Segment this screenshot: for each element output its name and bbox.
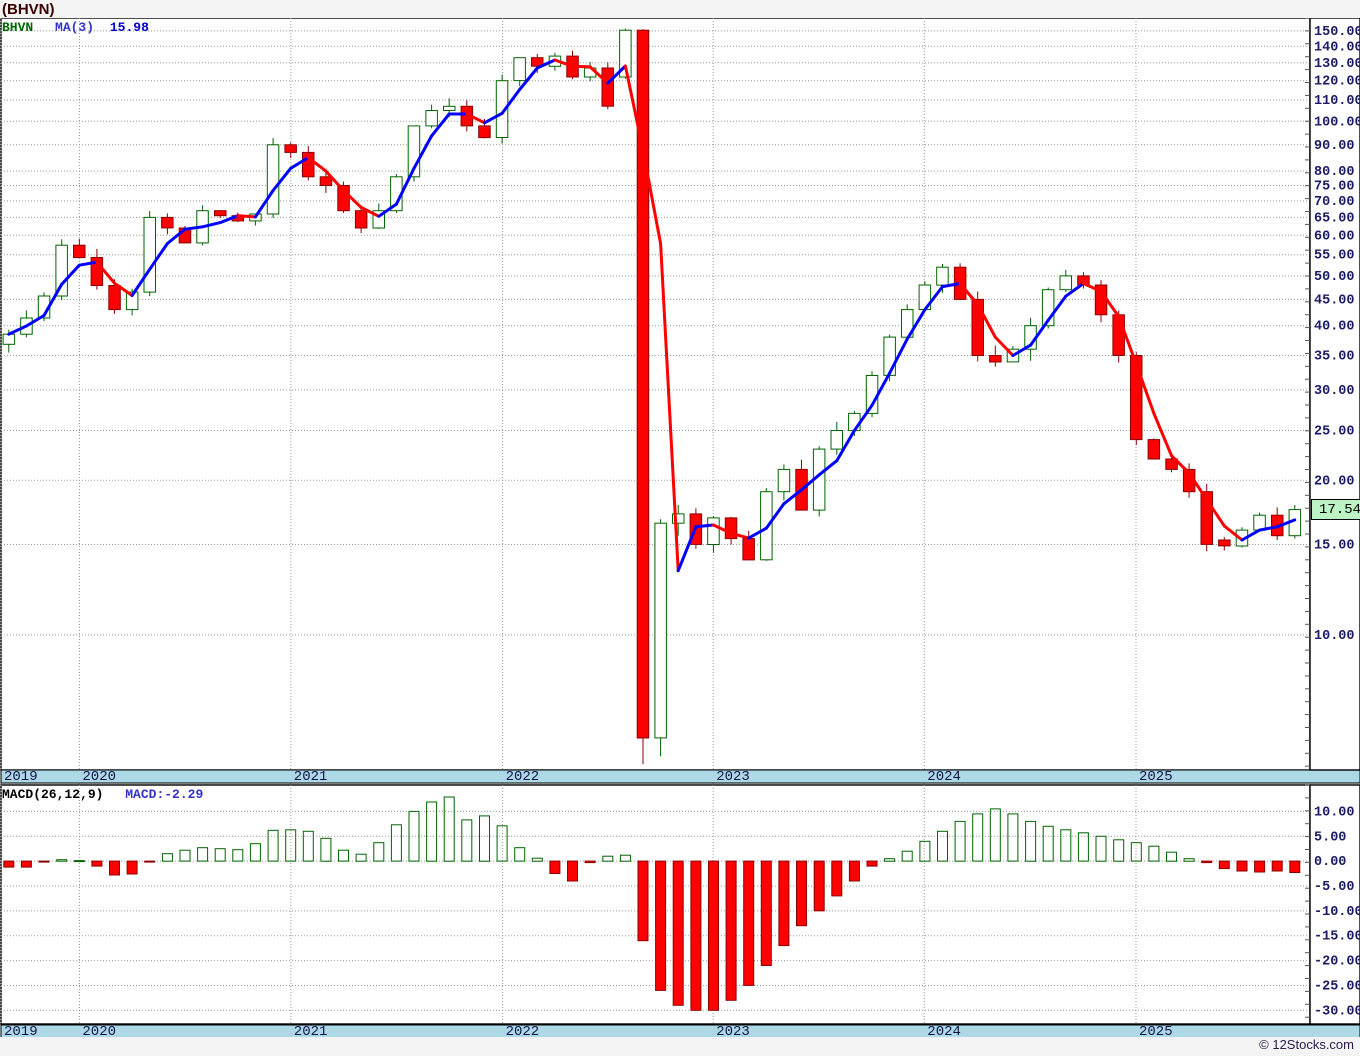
svg-text:40.00: 40.00: [1314, 320, 1355, 335]
svg-text:2020: 2020: [82, 769, 116, 785]
svg-text:70.00: 70.00: [1314, 195, 1355, 210]
svg-text:5.00: 5.00: [1314, 830, 1346, 845]
svg-text:10.00: 10.00: [1314, 629, 1355, 644]
svg-text:35.00: 35.00: [1314, 350, 1355, 365]
svg-text:110.00: 110.00: [1314, 94, 1360, 109]
svg-text:140.00: 140.00: [1314, 40, 1360, 55]
svg-text:30.00: 30.00: [1314, 384, 1355, 399]
svg-text:-5.00: -5.00: [1314, 880, 1355, 895]
svg-text:0.00: 0.00: [1314, 855, 1346, 870]
svg-text:-20.00: -20.00: [1314, 955, 1360, 970]
svg-text:120.00: 120.00: [1314, 75, 1360, 90]
svg-text:15.00: 15.00: [1314, 539, 1355, 554]
svg-text:130.00: 130.00: [1314, 57, 1360, 72]
svg-text:20.00: 20.00: [1314, 474, 1355, 489]
svg-text:2023: 2023: [716, 769, 750, 785]
svg-text:25.00: 25.00: [1314, 425, 1355, 440]
svg-text:45.00: 45.00: [1314, 293, 1355, 308]
svg-text:-30.00: -30.00: [1314, 1004, 1360, 1019]
svg-text:55.00: 55.00: [1314, 249, 1355, 264]
svg-text:2021: 2021: [294, 769, 328, 785]
svg-text:65.00: 65.00: [1314, 211, 1355, 226]
svg-text:-25.00: -25.00: [1314, 980, 1360, 995]
svg-text:2022: 2022: [506, 769, 540, 785]
svg-text:60.00: 60.00: [1314, 229, 1355, 244]
svg-text:10.00: 10.00: [1314, 805, 1355, 820]
svg-text:2024: 2024: [927, 769, 961, 785]
svg-text:-15.00: -15.00: [1314, 930, 1360, 945]
svg-text:50.00: 50.00: [1314, 270, 1355, 285]
svg-text:100.00: 100.00: [1314, 115, 1360, 130]
svg-text:2025: 2025: [1139, 769, 1173, 785]
svg-text:80.00: 80.00: [1314, 165, 1355, 180]
svg-text:2019: 2019: [4, 769, 38, 785]
svg-text:90.00: 90.00: [1314, 139, 1355, 154]
svg-text:150.00: 150.00: [1314, 25, 1360, 40]
svg-text:75.00: 75.00: [1314, 180, 1355, 195]
svg-text:-10.00: -10.00: [1314, 905, 1360, 920]
